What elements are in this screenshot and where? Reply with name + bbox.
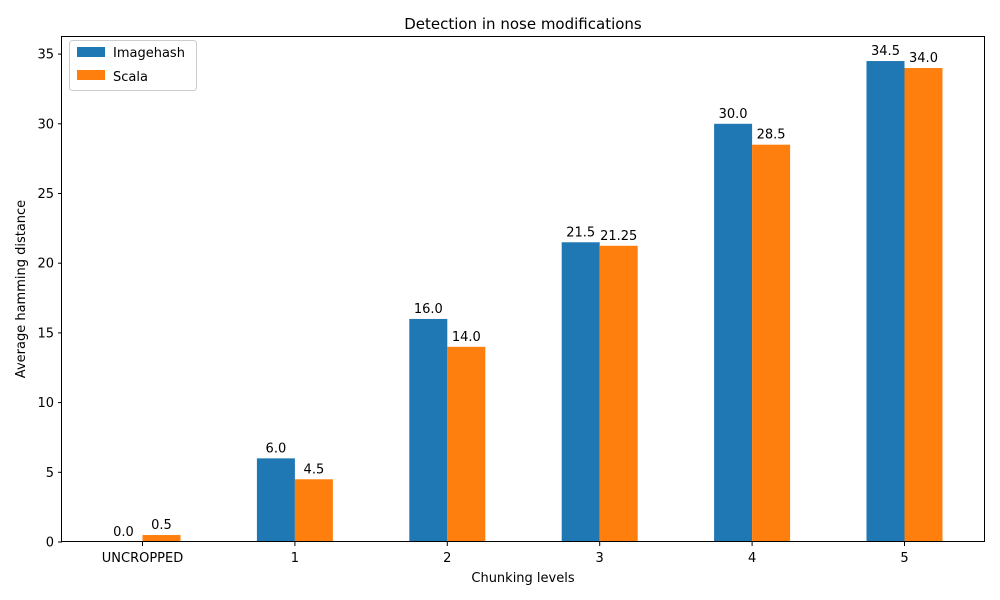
- bar-imagehash-5: [866, 61, 905, 543]
- bar-label-scala-5: 34.0: [909, 51, 938, 66]
- bar-label-scala-1: 4.5: [304, 462, 325, 477]
- legend-label-scala: Scala: [113, 70, 148, 85]
- chart-title: Detection in nose modifications: [404, 15, 642, 33]
- y-tick-label-3: 15: [37, 326, 54, 341]
- bar-scala-3: [599, 245, 638, 542]
- bar-label-scala-2: 14.0: [452, 330, 481, 345]
- y-tick-label-7: 35: [37, 48, 54, 63]
- y-tick-label-1: 5: [46, 466, 54, 481]
- bar-label-scala-4: 28.5: [757, 128, 786, 143]
- legend: Imagehash Scala: [69, 40, 197, 91]
- legend-swatch-imagehash: [77, 47, 105, 57]
- y-tick-label-6: 30: [37, 117, 54, 132]
- y-axis: 0 5 10 15 20 25 30 35: [37, 48, 62, 551]
- bar-scala-2: [447, 346, 486, 542]
- bar-label-scala-0: 0.5: [151, 518, 172, 533]
- x-axis: UNCROPPED 1 2 3 4 5: [102, 542, 909, 566]
- bar-imagehash-3: [561, 242, 600, 542]
- y-tick-label-4: 20: [37, 257, 54, 272]
- bar-scala-5: [904, 68, 943, 542]
- bar-label-imagehash-5: 34.5: [871, 44, 900, 59]
- bar-label-imagehash-1: 6.0: [266, 441, 287, 456]
- bar-label-imagehash-4: 30.0: [719, 107, 748, 122]
- x-tick-label-3: 3: [596, 551, 604, 566]
- bar-imagehash-2: [409, 318, 448, 542]
- bar-imagehash-1: [256, 458, 295, 542]
- plot-frame: [61, 36, 985, 542]
- legend-label-imagehash: Imagehash: [113, 46, 185, 61]
- x-tick-label-2: 2: [443, 551, 451, 566]
- x-axis-label: Chunking levels: [471, 571, 574, 586]
- x-tick-label-0: UNCROPPED: [102, 551, 184, 566]
- bar-label-imagehash-2: 16.0: [414, 302, 443, 317]
- bar-scala-4: [752, 144, 791, 542]
- bar-imagehash-4: [714, 123, 753, 542]
- x-tick-label-4: 4: [748, 551, 756, 566]
- bar-label-scala-3: 21.25: [600, 229, 637, 244]
- bar-label-imagehash-0: 0.0: [113, 525, 134, 540]
- bar-scala-0: [142, 535, 181, 542]
- bar-value-labels: 0.0 6.0 16.0 21.5 30.0 34.5 0.5 4.5 14.0 21.25 28.…: [113, 44, 938, 540]
- legend-swatch-scala: [77, 70, 105, 80]
- x-tick-label-5: 5: [900, 551, 908, 566]
- y-tick-label-2: 10: [37, 396, 54, 411]
- x-tick-label-1: 1: [291, 551, 299, 566]
- bar-scala-1: [294, 479, 333, 542]
- y-tick-label-0: 0: [46, 536, 54, 551]
- bar-label-imagehash-3: 21.5: [566, 225, 595, 240]
- bars-layer: [142, 61, 943, 543]
- y-tick-label-5: 25: [37, 187, 54, 202]
- y-axis-label: Average hamming distance: [14, 200, 29, 378]
